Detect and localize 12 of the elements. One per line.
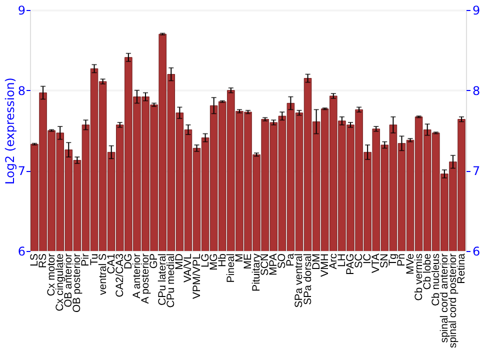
y-tick-label: 7 (18, 164, 26, 178)
y-axis-title: Log2 (expression) (2, 78, 17, 184)
y-tick-label: 6 (18, 244, 26, 258)
y2-tick-label: 7 (472, 164, 480, 178)
y-tick-label: 9 (18, 4, 26, 18)
y-tick-label: 8 (18, 84, 26, 98)
y2-tick-label: 9 (472, 4, 480, 18)
y2-tick-label: 6 (472, 244, 480, 258)
x-tick-label: A posterior (140, 253, 152, 304)
x-tick-label: Tg (387, 253, 400, 266)
x-tick-label: DG (122, 254, 134, 270)
y2-tick-label: 8 (472, 84, 480, 98)
